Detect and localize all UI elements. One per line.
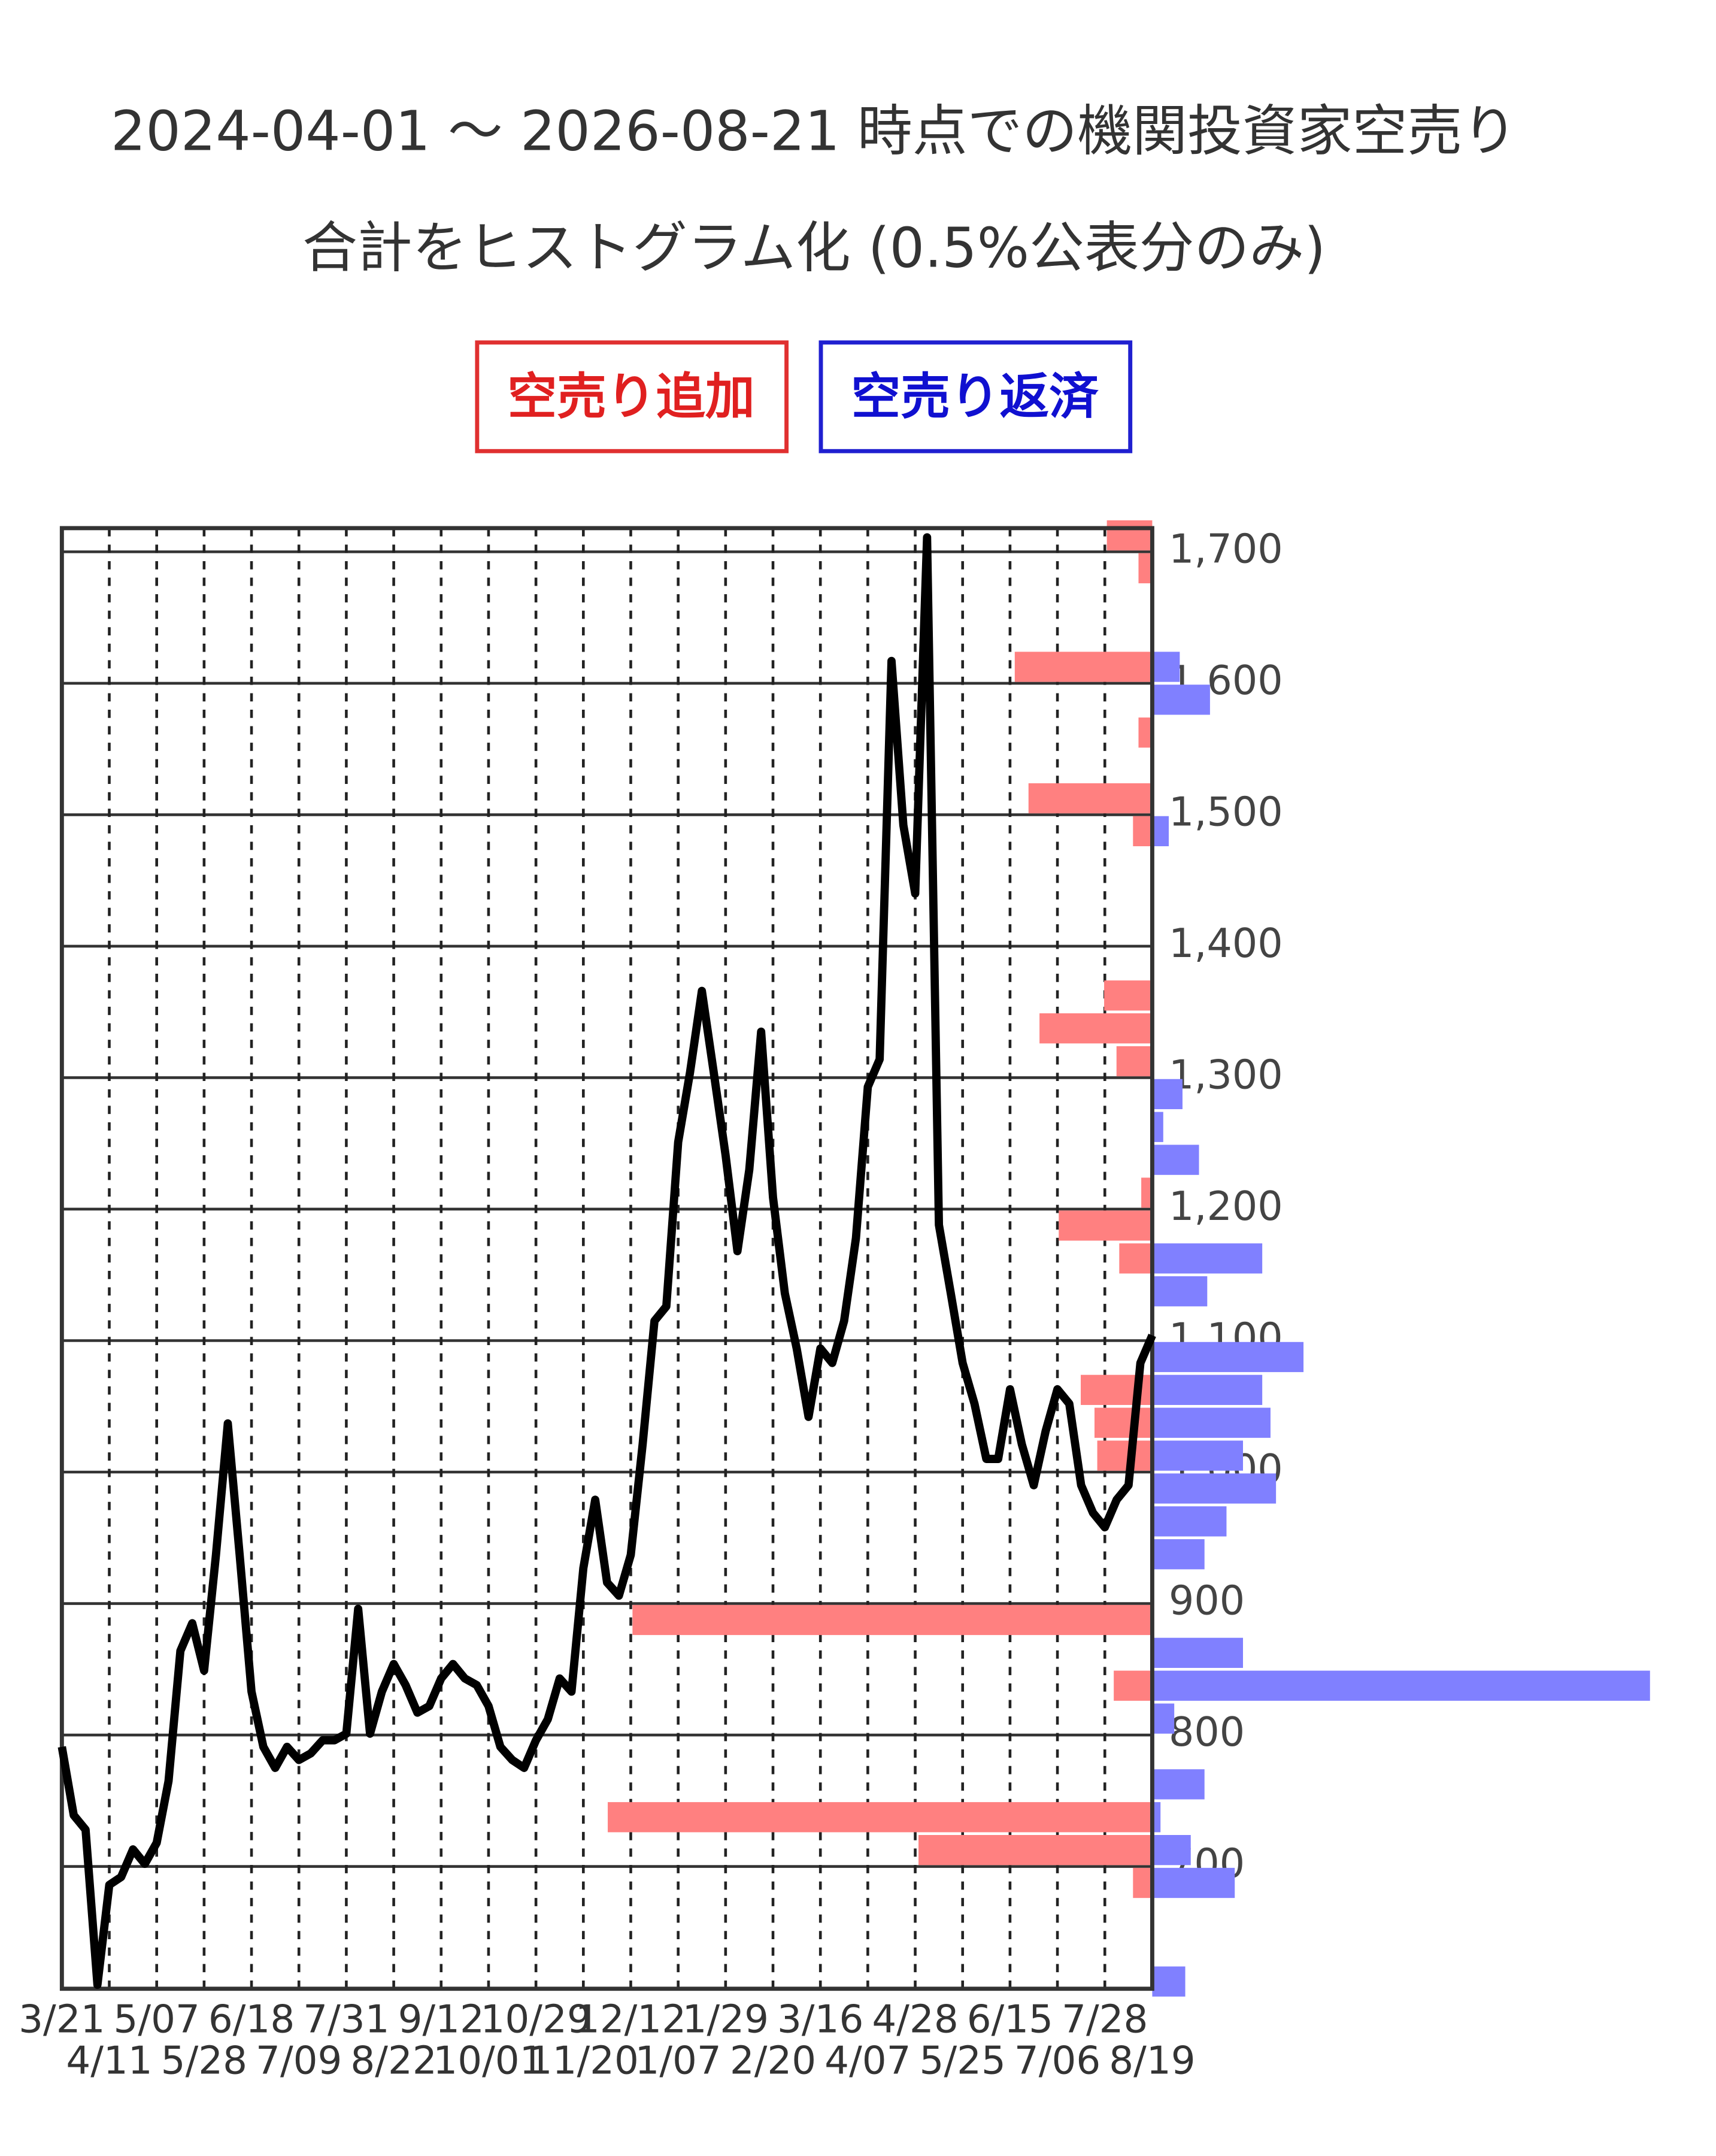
x-tick-label: 3/16 — [777, 1997, 863, 2042]
histogram-bar — [1152, 1670, 1650, 1701]
histogram-bar — [1152, 1867, 1235, 1898]
x-tick-label: 7/28 — [1062, 1997, 1148, 2042]
legend-box — [818, 340, 1133, 453]
histogram-bar — [1094, 1407, 1153, 1438]
x-tick-label: 3/21 — [19, 1997, 105, 2042]
histogram-bar — [1152, 1440, 1244, 1471]
x-tick-label: 5/25 — [920, 2038, 1006, 2083]
histogram-bar — [1138, 553, 1153, 583]
histogram-bar — [1106, 520, 1153, 551]
histogram-bar — [918, 1834, 1153, 1866]
x-tick-label: 7/09 — [256, 2038, 342, 2083]
histogram-bar — [1133, 816, 1153, 847]
legend-label: 空売り返済 — [851, 368, 1099, 426]
x-tick-label: 10/01 — [433, 2038, 544, 2083]
histogram-bar — [1152, 1473, 1277, 1504]
histogram-bar — [1141, 1177, 1153, 1208]
histogram-bar — [1152, 1144, 1199, 1175]
x-tick-label: 5/28 — [161, 2038, 247, 2083]
histogram-bar — [1152, 1374, 1263, 1405]
x-tick-label: 1/29 — [683, 1997, 769, 2042]
x-tick-label: 5/07 — [114, 1997, 200, 2042]
x-tick-label: 10/29 — [480, 1997, 591, 2042]
x-tick-label: 7/31 — [303, 1997, 389, 2042]
x-tick-label: 6/18 — [208, 1997, 295, 2042]
histogram-bar — [1152, 1539, 1205, 1570]
legend-label: 空売り追加 — [507, 368, 754, 426]
x-tick-label: 4/11 — [66, 2038, 152, 2083]
histogram-bar — [1059, 1210, 1153, 1241]
y-tick-label: 800 — [1169, 1709, 1245, 1755]
chart-title: 2024-04-01 ～ 2026-08-21 時点での機関投資家空売り — [111, 99, 1517, 163]
histogram-bar — [1028, 783, 1153, 814]
y-tick-label: 1,400 — [1169, 920, 1283, 967]
x-tick-label: 2/20 — [730, 2038, 816, 2083]
x-tick-label: 8/19 — [1109, 2038, 1195, 2083]
histogram-bar — [1116, 1046, 1153, 1077]
x-tick-label: 9/12 — [398, 1997, 484, 2042]
y-tick-label: 1,300 — [1169, 1052, 1283, 1098]
y-tick-label: 1,200 — [1169, 1183, 1283, 1230]
histogram-bar — [1138, 717, 1153, 748]
x-tick-label: 8/22 — [350, 2038, 436, 2083]
x-tick-label: 4/07 — [824, 2038, 911, 2083]
histogram-bar — [1152, 1769, 1205, 1800]
histogram-bar — [1152, 1703, 1175, 1734]
x-tick-label: 7/06 — [1014, 2038, 1100, 2083]
y-tick-label: 1,700 — [1169, 525, 1283, 572]
legend-box — [475, 340, 789, 453]
histogram-bar — [1152, 1342, 1304, 1373]
x-tick-label: 1/07 — [635, 2038, 721, 2083]
y-tick-label: 1,500 — [1169, 788, 1283, 835]
histogram-bar — [1097, 1440, 1153, 1471]
histogram-bar — [1152, 816, 1169, 847]
histogram-bar — [1039, 1013, 1153, 1044]
y-tick-label: 900 — [1169, 1577, 1245, 1624]
histogram-bar — [1152, 1506, 1227, 1537]
histogram-bar — [1152, 685, 1210, 715]
histogram-bar — [1152, 1966, 1186, 1997]
x-tick-label: 6/15 — [967, 1997, 1053, 2042]
histogram-bar — [1114, 1670, 1153, 1701]
histogram-bar — [1152, 1834, 1191, 1866]
histogram-bar — [1104, 980, 1153, 1011]
x-tick-label: 4/28 — [872, 1997, 958, 2042]
histogram-bar — [1119, 1243, 1153, 1274]
histogram-bar — [1133, 1867, 1153, 1898]
chart-subtitle: 合計をヒストグラム化 (0.5%公表分のみ) — [302, 216, 1326, 280]
histogram-bar — [1152, 1407, 1271, 1438]
histogram-bar — [1152, 1276, 1208, 1307]
x-tick-label: 12/12 — [575, 1997, 686, 2042]
histogram-bar — [1152, 652, 1180, 682]
histogram-bar — [1014, 652, 1153, 682]
histogram-bar — [1152, 1112, 1163, 1142]
plot-frame — [59, 526, 1154, 1991]
histogram-bar — [632, 1604, 1153, 1636]
histogram-bar — [1152, 1243, 1263, 1274]
histogram-bar — [608, 1802, 1153, 1833]
histogram-bar — [1152, 1637, 1244, 1668]
price-line — [57, 533, 1156, 1990]
x-tick-label: 11/20 — [528, 2038, 639, 2083]
histogram-bar — [1152, 1079, 1183, 1110]
